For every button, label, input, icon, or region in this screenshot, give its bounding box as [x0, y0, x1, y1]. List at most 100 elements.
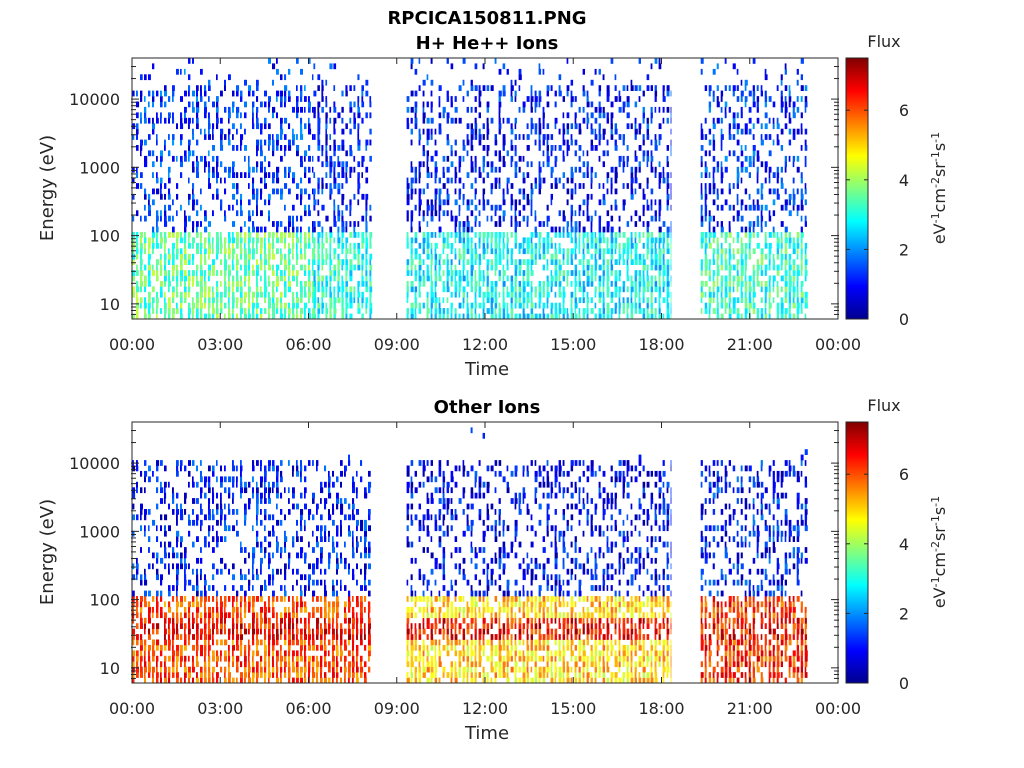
heatmap-cell	[232, 563, 235, 570]
heatmap-cell	[534, 90, 537, 97]
heatmap-cell	[454, 139, 457, 146]
heatmap-cell	[776, 264, 780, 271]
heatmap-cell	[349, 101, 352, 108]
heatmap-cell	[292, 253, 294, 260]
heatmap-cell	[248, 623, 251, 629]
heatmap-cell	[732, 302, 736, 309]
heatmap-cell	[804, 302, 808, 309]
heatmap-cell	[172, 85, 175, 91]
heatmap-cell	[804, 215, 807, 222]
heatmap-cell	[148, 297, 151, 304]
heatmap-cell	[756, 308, 760, 314]
heatmap-cell	[357, 145, 361, 151]
heatmap-cell	[188, 101, 191, 108]
heatmap-cell	[204, 481, 207, 488]
heatmap-cell	[666, 308, 670, 314]
heatmap-cell	[470, 286, 473, 293]
heatmap-cell	[510, 308, 514, 314]
heatmap-cell	[208, 530, 210, 537]
heatmap-cell	[470, 199, 474, 206]
heatmap-cell	[232, 481, 235, 488]
heatmap-cell	[546, 232, 550, 238]
heatmap-cell	[248, 291, 251, 298]
heatmap-cell	[160, 96, 163, 102]
heatmap-cell	[272, 63, 276, 70]
heatmap-cell	[144, 596, 147, 602]
heatmap-cell	[329, 313, 332, 320]
heatmap-cell	[474, 106, 477, 113]
heatmap-cell	[700, 215, 704, 222]
heatmap-cell	[313, 63, 316, 70]
heatmap-cell	[530, 280, 533, 287]
heatmap-cell	[353, 193, 356, 200]
heatmap-cell	[140, 117, 142, 124]
heatmap-cell	[700, 155, 703, 162]
heatmap-cell	[518, 155, 522, 162]
heatmap-cell	[646, 85, 650, 91]
heatmap-cell	[232, 650, 234, 657]
heatmap-cell	[272, 134, 274, 140]
heatmap-cell	[228, 509, 231, 515]
heatmap-cell	[662, 297, 666, 304]
heatmap-cell	[538, 117, 541, 124]
heatmap-cell	[434, 166, 438, 173]
heatmap-cell	[272, 514, 275, 521]
heatmap-cell	[752, 264, 755, 271]
heatmap-cell	[236, 639, 239, 646]
heatmap-cell	[566, 275, 569, 282]
heatmap-cell	[164, 275, 167, 282]
heatmap-cell	[744, 297, 748, 304]
heatmap-cell	[764, 237, 767, 244]
heatmap-cell	[248, 286, 251, 293]
heatmap-cell	[498, 242, 501, 249]
heatmap-cell	[530, 291, 533, 298]
heatmap-cell	[168, 166, 171, 173]
heatmap-cell	[369, 96, 372, 102]
heatmap-cell	[272, 574, 275, 581]
heatmap-cell	[594, 106, 598, 113]
heatmap-cell	[264, 481, 266, 488]
heatmap-cell	[244, 264, 248, 271]
heatmap-cell	[168, 193, 171, 200]
heatmap-cell	[622, 204, 625, 211]
heatmap-cell	[634, 128, 638, 135]
heatmap-cell	[268, 465, 271, 472]
heatmap-cell	[526, 259, 530, 265]
heatmap-cell	[168, 259, 171, 265]
heatmap-cell	[622, 259, 626, 265]
heatmap-cell	[313, 193, 316, 200]
heatmap-cell	[132, 672, 135, 678]
heatmap-cell	[156, 628, 159, 635]
heatmap-cell	[280, 547, 283, 553]
heatmap-cell	[638, 280, 642, 287]
heatmap-cell	[345, 90, 348, 97]
heatmap-cell	[578, 259, 582, 265]
heatmap-cell	[168, 628, 171, 635]
heatmap-cell	[666, 106, 670, 113]
heatmap-cell	[160, 650, 163, 657]
heatmap-cell	[482, 280, 485, 287]
heatmap-cell	[280, 248, 282, 255]
heatmap-cell	[458, 313, 461, 320]
heatmap-cell	[626, 242, 630, 249]
heatmap-cell	[442, 280, 445, 287]
heatmap-cell	[768, 96, 772, 102]
heatmap-cell	[526, 237, 530, 244]
heatmap-cell	[506, 177, 510, 184]
heatmap-cell	[144, 193, 147, 200]
heatmap-cell	[430, 172, 433, 178]
heatmap-cell	[240, 574, 244, 581]
heatmap-cell	[582, 226, 586, 233]
heatmap-cell	[296, 242, 298, 249]
heatmap-cell	[256, 161, 259, 168]
heatmap-cell	[148, 509, 151, 515]
heatmap-cell	[650, 204, 653, 211]
heatmap-cell	[418, 172, 421, 178]
heatmap-cell	[784, 275, 788, 282]
heatmap-cell	[784, 259, 788, 265]
x-tick-label: 12:00	[462, 335, 508, 354]
heatmap-cell	[578, 275, 581, 282]
heatmap-cell	[650, 232, 653, 238]
heatmap-cell	[650, 248, 654, 255]
heatmap-cell	[144, 476, 146, 483]
